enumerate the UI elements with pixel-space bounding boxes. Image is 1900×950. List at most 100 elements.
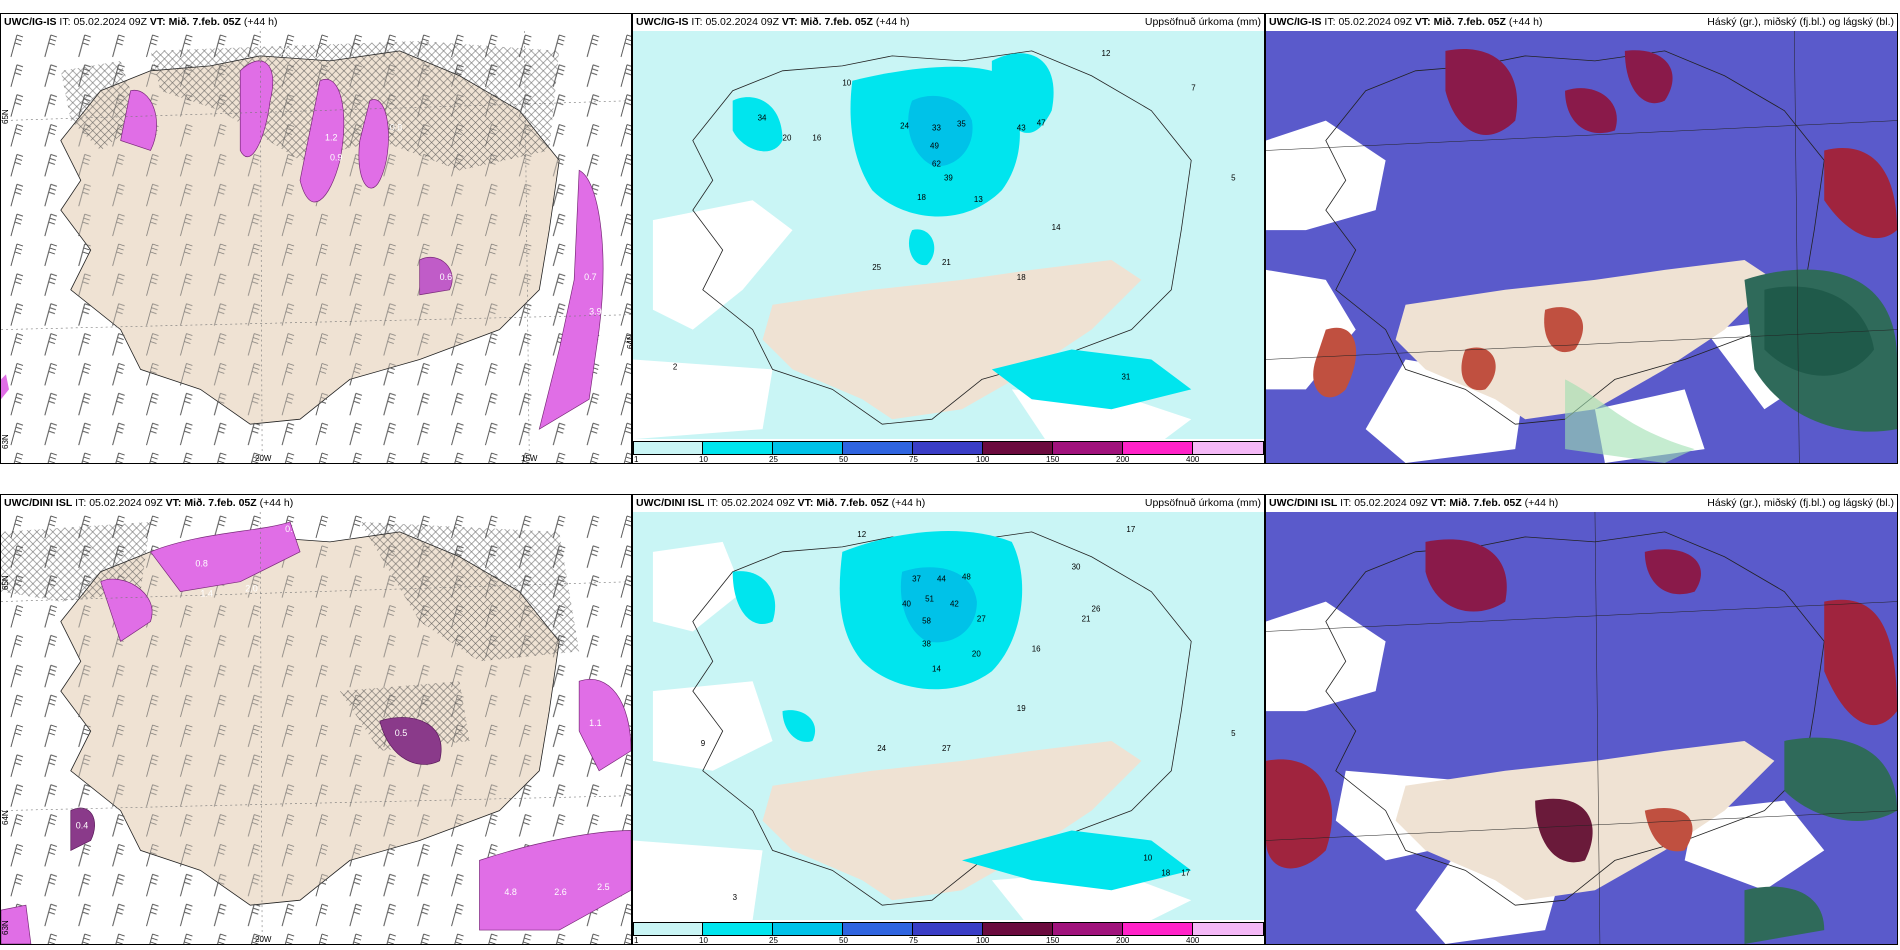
svg-text:18: 18 [1161, 868, 1170, 877]
svg-text:26: 26 [1092, 605, 1101, 614]
colorbar-tick: 1 [634, 936, 639, 945]
snow-value: 2.4 [282, 47, 294, 57]
vt-value: Mið. 7.feb. 05Z [1433, 16, 1506, 28]
vt-label: VT: [781, 16, 798, 28]
it-value: 05.02.2024 09Z [705, 16, 779, 28]
lat-label: 65N [1, 109, 10, 124]
svg-text:20: 20 [783, 133, 792, 142]
svg-text:12: 12 [1102, 49, 1111, 58]
svg-text:2.0: 2.0 [245, 584, 257, 594]
panel-title: Uppsöfnuð úrkoma (mm) [1144, 497, 1261, 509]
lead-time: (+44 h) [243, 16, 278, 28]
colorbar-tick: 50 [839, 936, 848, 945]
colorbar-tick: 200 [1116, 455, 1130, 464]
svg-text:9: 9 [701, 739, 706, 748]
svg-text:21: 21 [942, 258, 951, 267]
svg-text:0.8: 0.8 [195, 559, 207, 569]
lat-label: 65N [1, 575, 10, 590]
colorbar-tick: 400 [1186, 936, 1200, 945]
svg-text:16: 16 [1032, 644, 1041, 653]
svg-text:18: 18 [1017, 273, 1026, 282]
map-panel-1: UWC/IG-IS IT: 05.02.2024 09Z VT: Mið. 7.… [0, 13, 632, 464]
map-panel-4: UWC/DINI ISL IT: 05.02.2024 09Z VT: Mið.… [0, 494, 632, 945]
lon-label: 20W [255, 935, 272, 944]
vt-label: VT: [165, 497, 182, 509]
it-value: 05.02.2024 09Z [1338, 16, 1412, 28]
panel-header: UWC/DINI ISL IT: 05.02.2024 09Z VT: Mið.… [633, 495, 1264, 512]
svg-text:10: 10 [842, 79, 851, 88]
lead-time: (+44 h) [891, 497, 926, 509]
svg-text:47: 47 [1037, 119, 1046, 128]
colorbar-tick: 50 [839, 455, 848, 464]
it-value: 05.02.2024 09Z [73, 16, 147, 28]
vt-value: Mið. 7.feb. 05Z [168, 16, 241, 28]
map-panel-3: UWC/IG-IS IT: 05.02.2024 09Z VT: Mið. 7.… [1265, 13, 1898, 464]
svg-text:2.5: 2.5 [597, 882, 609, 892]
svg-text:12: 12 [857, 530, 866, 539]
svg-text:0.9: 0.9 [31, 623, 43, 633]
map-panel-5: UWC/DINI ISL IT: 05.02.2024 09Z VT: Mið.… [632, 494, 1265, 945]
svg-text:19: 19 [1017, 704, 1026, 713]
svg-text:14: 14 [932, 664, 941, 673]
it-label: IT: [707, 497, 719, 509]
svg-text:13: 13 [974, 195, 983, 204]
vt-value: Mið. 7.feb. 05Z [184, 497, 257, 509]
svg-text:0.9: 0.9 [330, 152, 342, 162]
svg-text:30: 30 [1072, 563, 1081, 572]
svg-text:20: 20 [972, 649, 981, 658]
colorbar-tick: 400 [1186, 455, 1200, 464]
lat-label: 63N [1, 434, 10, 449]
vt-value: Mið. 7.feb. 05Z [1449, 497, 1522, 509]
precip-type-map: 0.7 0.8 1.4 2.0 0.5 0.4 4.8 2.6 2.5 1.1 … [1, 512, 631, 944]
colorbar-tick: 150 [1046, 455, 1060, 464]
svg-text:24: 24 [900, 122, 909, 131]
svg-text:5: 5 [1231, 729, 1236, 738]
svg-text:0.7: 0.7 [285, 524, 297, 534]
it-value: 05.02.2024 09Z [89, 497, 163, 509]
vt-label: VT: [1430, 497, 1447, 509]
model-name: UWC/DINI ISL [4, 497, 73, 509]
colorbar: 1 10 25 50 75 100 150 200 400 [633, 439, 1264, 463]
svg-text:37: 37 [912, 575, 921, 584]
svg-text:2: 2 [673, 362, 678, 371]
svg-text:4.8: 4.8 [504, 887, 516, 897]
svg-text:7: 7 [1191, 84, 1196, 93]
colorbar-tick: 1 [634, 455, 639, 464]
accum-precip-map: 33 35 43 47 49 62 24 39 18 13 14 21 25 1… [633, 31, 1264, 463]
svg-text:21: 21 [1082, 614, 1091, 623]
svg-text:43: 43 [1017, 124, 1026, 133]
it-value: 05.02.2024 09Z [1354, 497, 1428, 509]
model-name: UWC/DINI ISL [636, 497, 705, 509]
model-name: UWC/IG-IS [636, 16, 689, 28]
precip-type-map: 2.4 1.2 0.9 0.8 3.9 2.3 2.6 0.7 0.6 [1, 31, 631, 463]
colorbar-tick: 75 [909, 936, 918, 945]
vt-label: VT: [797, 497, 814, 509]
svg-text:62: 62 [932, 159, 941, 168]
colorbar-tick: 25 [769, 455, 778, 464]
svg-text:10: 10 [1143, 853, 1152, 862]
svg-text:58: 58 [922, 616, 931, 625]
svg-text:2.6: 2.6 [599, 383, 611, 393]
svg-text:25: 25 [872, 263, 881, 272]
model-name: UWC/DINI ISL [1269, 497, 1338, 509]
svg-text:24: 24 [877, 744, 886, 753]
svg-text:17: 17 [1126, 525, 1135, 534]
it-label: IT: [59, 16, 71, 28]
svg-text:27: 27 [977, 614, 986, 623]
panel-header: UWC/DINI ISL IT: 05.02.2024 09Z VT: Mið.… [1, 495, 631, 512]
colorbar-tick: 150 [1046, 936, 1060, 945]
panel-header: UWC/IG-IS IT: 05.02.2024 09Z VT: Mið. 7.… [1266, 14, 1897, 31]
svg-text:31: 31 [1121, 372, 1130, 381]
svg-text:16: 16 [812, 133, 821, 142]
svg-text:17: 17 [1181, 868, 1190, 877]
svg-text:27: 27 [942, 744, 951, 753]
svg-text:0.8: 0.8 [390, 123, 402, 133]
vt-value: Mið. 7.feb. 05Z [800, 16, 873, 28]
model-name: UWC/IG-IS [4, 16, 57, 28]
lon-label: 20W [255, 454, 272, 463]
colorbar-tick: 25 [769, 936, 778, 945]
map-panel-6: UWC/DINI ISL IT: 05.02.2024 09Z VT: Mið.… [1265, 494, 1898, 945]
panel-header: UWC/IG-IS IT: 05.02.2024 09Z VT: Mið. 7.… [1, 14, 631, 31]
colorbar-tick: 100 [976, 455, 990, 464]
vt-value: Mið. 7.feb. 05Z [816, 497, 889, 509]
